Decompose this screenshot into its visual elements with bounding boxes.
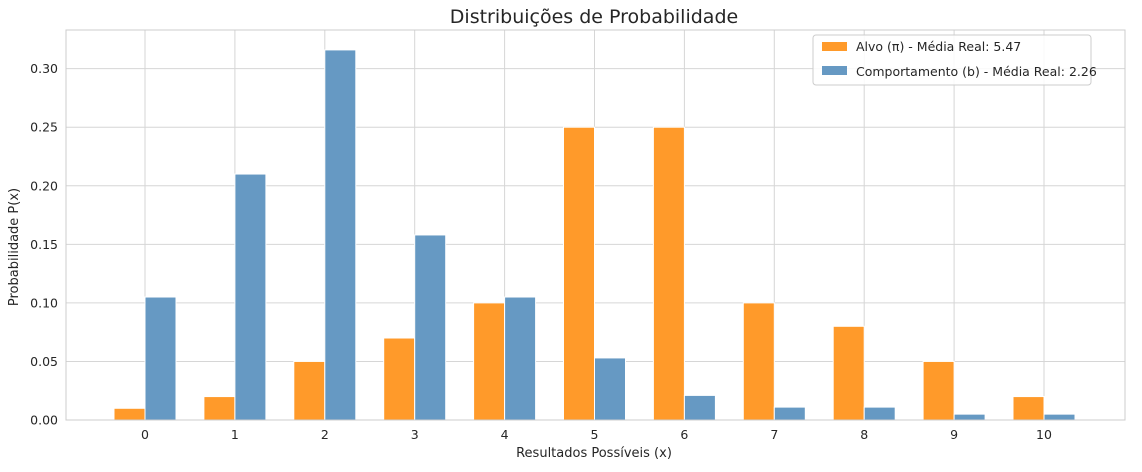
y-tick-label: 0.00 <box>30 413 58 428</box>
bar-alvo <box>473 302 506 421</box>
bar-comportamento <box>324 49 357 421</box>
x-tick-label: 7 <box>770 427 778 442</box>
x-tick-label: 2 <box>321 427 329 442</box>
y-tick-label: 0.15 <box>30 237 58 252</box>
x-tick-label: 8 <box>860 427 868 442</box>
legend-swatch-comportamento <box>822 66 847 75</box>
bar-comportamento <box>144 296 177 421</box>
bar-alvo <box>113 407 146 421</box>
bar-comportamento <box>683 394 716 421</box>
bar-comportamento <box>773 406 806 421</box>
axes-frame <box>65 29 1126 421</box>
legend-frame <box>812 34 1092 86</box>
legend-label-alvo: Alvo (π) - Média Real: 5.47 <box>856 39 1021 54</box>
bar-comportamento <box>1043 413 1076 421</box>
x-tick-label: 1 <box>231 427 239 442</box>
x-tick-label: 9 <box>950 427 958 442</box>
legend: Alvo (π) - Média Real: 5.47 Comportament… <box>812 34 1097 86</box>
bar-comportamento <box>594 357 626 421</box>
legend-label-comportamento: Comportamento (b) - Média Real: 2.26 <box>856 64 1097 79</box>
bar-comportamento <box>504 296 537 421</box>
bar-alvo <box>832 325 865 421</box>
bar-comportamento <box>863 406 896 421</box>
y-axis-label: Probabilidade P(x) <box>7 188 22 306</box>
x-axis-label: Resultados Possíveis (x) <box>516 446 672 461</box>
bar-alvo <box>383 337 416 421</box>
bar-comportamento <box>234 173 267 421</box>
y-tick-label: 0.20 <box>30 178 58 193</box>
bar-comportamento <box>953 413 986 421</box>
bar-alvo <box>652 126 685 421</box>
x-tick-label: 3 <box>411 427 419 442</box>
axes <box>65 29 1126 421</box>
bar-alvo <box>742 302 775 421</box>
y-tick-label: 0.05 <box>30 354 58 369</box>
bar-alvo <box>1012 396 1045 421</box>
bar-alvo <box>922 360 955 421</box>
y-tick-label: 0.25 <box>30 120 58 135</box>
bar-comportamento <box>414 234 447 421</box>
x-tick-label: 4 <box>501 427 509 442</box>
x-tick-label: 6 <box>680 427 688 442</box>
x-tick-label: 5 <box>591 427 599 442</box>
x-tick-label: 0 <box>141 427 149 442</box>
chart-title: Distribuições de Probabilidade <box>450 6 738 28</box>
y-tick-label: 0.10 <box>30 295 58 310</box>
bar-alvo <box>293 360 326 421</box>
x-tick-label: 10 <box>1036 427 1052 442</box>
bar-alvo <box>563 126 595 421</box>
y-tick-label: 0.30 <box>30 61 58 76</box>
tick-labels: 0.00 0.05 0.10 0.15 0.20 0.25 0.30 0 1 2 3 4 5 6 7 8 9 10 <box>30 61 1052 442</box>
legend-swatch-alvo <box>822 42 847 51</box>
bars <box>113 49 1076 421</box>
bar-alvo <box>203 396 236 421</box>
